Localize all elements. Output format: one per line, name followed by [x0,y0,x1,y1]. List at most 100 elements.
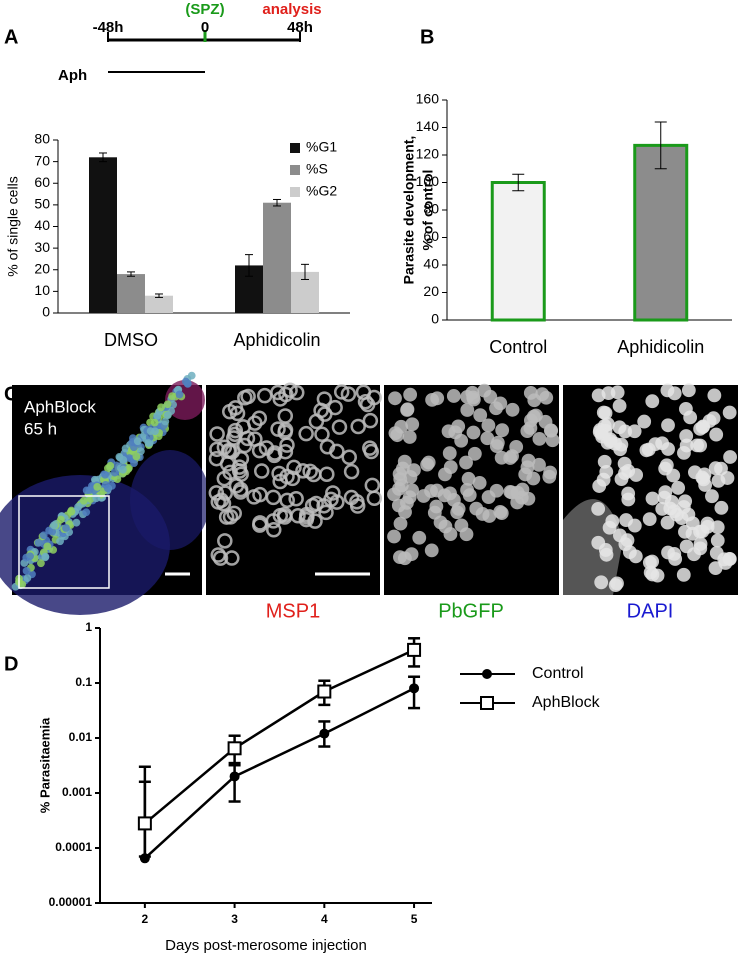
cell [494,450,509,465]
marker [137,816,152,831]
channel-label: PbGFP [438,600,504,622]
legend-label: %G1 [306,139,337,155]
cell [340,386,357,402]
cell [104,464,112,473]
legend-label: AphBlock [532,694,601,711]
cell [442,446,457,461]
cell [298,425,314,442]
inset-box [18,495,110,589]
cell [288,490,304,507]
cell [637,414,652,429]
cell [477,383,492,398]
cell [366,490,383,507]
x-axis-label: Days post-merosome injection [165,937,367,954]
marker [407,642,422,657]
cell [22,567,31,575]
cell [594,575,609,590]
cell [661,442,675,456]
legend-label: %S [306,161,328,177]
x-tick-label: 3 [231,912,238,926]
legend-swatch [290,187,300,197]
y-tick-label: 40 [423,256,439,272]
cell [343,489,360,506]
cell [613,528,627,543]
panel-label: A [4,26,18,48]
cell [671,481,686,495]
cell [319,466,335,482]
cell [683,410,698,425]
y-tick-label: 50 [34,196,50,212]
cell [362,412,379,429]
cell [459,527,474,542]
cell [722,552,737,566]
cell [226,505,242,522]
cell [39,531,48,540]
cell [286,459,302,476]
cell [289,384,305,401]
cell [67,507,76,516]
cell [430,391,445,406]
cell [318,504,334,521]
cell [505,402,520,417]
cell [679,429,694,443]
cell [208,450,225,467]
cell [220,442,237,459]
cell [37,559,45,568]
marker [317,684,332,699]
cell [402,430,417,444]
y-tick-label: 1 [85,620,92,634]
cell [645,394,660,409]
cell [641,442,656,457]
cell [400,402,415,417]
bar [490,181,546,322]
cell [299,509,315,525]
y-tick-label: 0.001 [62,785,92,799]
cell [601,417,615,432]
cell [459,455,473,470]
cell [295,463,311,479]
cell [473,408,488,423]
panel-label: B [420,26,434,48]
cell [403,387,418,402]
cell [610,385,625,400]
x-tick-label: Aphidicolin [617,337,704,357]
cell [153,411,162,420]
cell [333,384,350,400]
y-tick-label: 30 [34,239,50,255]
cell [403,470,418,484]
cell [157,403,166,412]
cell [45,526,54,535]
cell [529,408,543,423]
cell [722,405,737,420]
cell [599,464,614,479]
cell [393,516,408,531]
cell [596,405,611,420]
cell [363,443,379,460]
overlay-label: AphBlock [24,397,96,416]
cell [642,512,657,527]
cell [679,539,694,554]
cell [284,470,301,487]
cell [618,466,632,480]
cell [481,418,496,433]
cell [438,519,453,534]
cell [41,553,50,562]
y-tick-label: 0.1 [75,675,92,689]
cell [265,489,282,506]
cell [489,439,504,454]
y-tick-label: 80 [34,131,50,147]
cell [72,518,81,527]
cell [271,465,287,482]
cell [402,490,417,505]
cell [709,546,724,560]
y-tick-label: 40 [34,217,50,233]
cell [628,549,643,564]
cell [613,442,628,457]
y-tick-label: 60 [34,174,50,190]
cell [183,379,192,388]
cell [187,371,196,380]
channel-label: DAPI [627,600,674,622]
cell [50,521,58,530]
cell [316,498,332,514]
